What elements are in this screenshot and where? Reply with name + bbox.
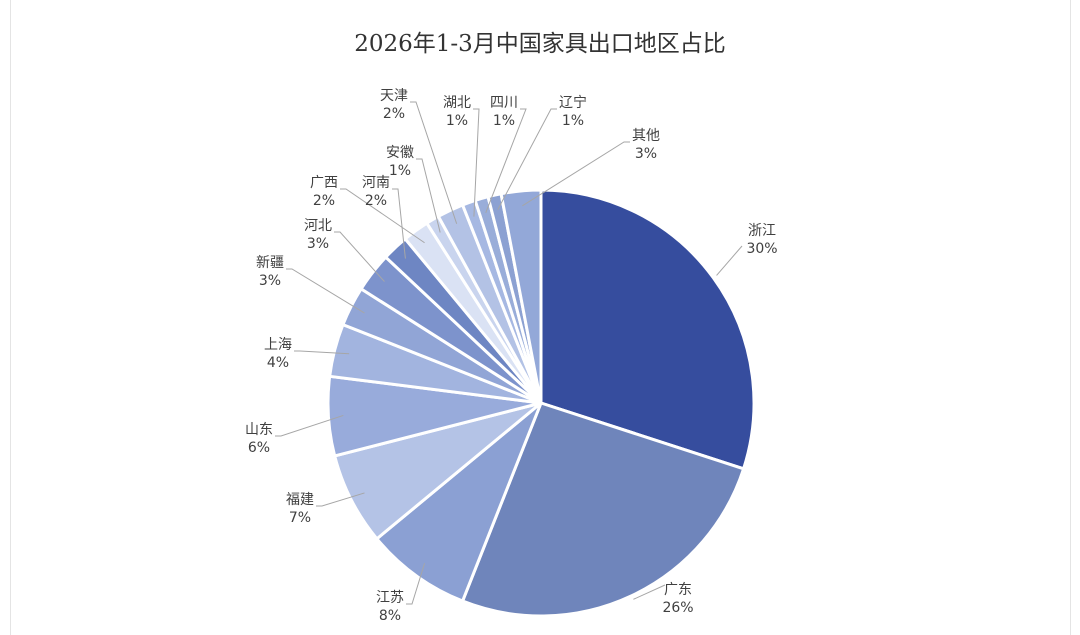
slice-label-name-15: 辽宁	[559, 94, 587, 111]
leader-line-4	[316, 492, 365, 507]
slice-label-name-2: 广东	[664, 582, 692, 598]
leader-line-7	[286, 268, 365, 314]
slice-label-percent-10: 2%	[313, 193, 335, 209]
slice-label-name-16: 其他	[632, 128, 660, 144]
leader-lines	[275, 101, 743, 605]
slice-label-percent-1: 30%	[746, 241, 777, 257]
slice-label-name-6: 上海	[264, 337, 292, 353]
slice-label-percent-13: 1%	[446, 113, 468, 129]
pie-slices	[326, 188, 756, 618]
slice-label-percent-5: 6%	[248, 440, 270, 456]
slice-label-name-7: 新疆	[256, 255, 284, 271]
leader-line-9	[392, 188, 406, 259]
slice-label-percent-6: 4%	[267, 355, 289, 371]
slice-label-percent-12: 2%	[383, 106, 405, 122]
slice-label-name-11: 安徽	[386, 145, 414, 161]
slice-label-percent-14: 1%	[493, 113, 515, 129]
leader-line-14	[485, 108, 527, 213]
leader-line-5	[275, 414, 344, 437]
slice-label-name-1: 浙江	[748, 223, 776, 239]
slice-label-percent-2: 26%	[662, 600, 693, 616]
slice-label-percent-7: 3%	[259, 273, 281, 289]
slice-label-percent-4: 7%	[289, 510, 311, 526]
pie-slice-3	[375, 401, 543, 603]
pie-slice-2	[461, 401, 746, 618]
slice-label-name-4: 福建	[286, 492, 314, 508]
leader-line-15	[497, 108, 557, 210]
leader-line-6	[294, 350, 350, 355]
data-labels: 浙江 30% 广东 26% 江苏 8% 福建 7% 山东 6% 上海 4% 新疆 3% 河北 3% 河南 2% 广西…	[245, 88, 778, 624]
leader-line-10	[340, 188, 425, 244]
slice-label-percent-11: 1%	[389, 163, 411, 179]
slice-label-percent-9: 2%	[365, 193, 387, 209]
slice-label-name-14: 四川	[490, 95, 518, 111]
slice-label-name-13: 湖北	[443, 95, 471, 111]
pie-slice-16	[499, 188, 543, 405]
slice-label-percent-15: 1%	[562, 113, 584, 129]
frame-border-right	[1070, 0, 1071, 635]
leader-line-3	[406, 563, 426, 605]
slice-label-name-9: 河南	[362, 175, 390, 191]
leader-line-8	[334, 231, 385, 282]
leader-line-12	[410, 101, 458, 224]
leader-line-11	[416, 158, 441, 233]
slice-label-percent-16: 3%	[635, 146, 657, 162]
slice-label-name-8: 河北	[304, 218, 332, 234]
slice-label-name-3: 江苏	[376, 590, 404, 606]
leader-line-13	[473, 108, 480, 217]
leader-line-16	[522, 141, 630, 207]
slice-label-percent-8: 3%	[307, 236, 329, 252]
leader-line-2	[633, 584, 666, 600]
leader-line-1	[716, 245, 743, 276]
slice-label-name-10: 广西	[310, 175, 338, 191]
slice-label-name-5: 山东	[245, 422, 273, 438]
slice-label-percent-3: 8%	[379, 608, 401, 624]
pie-slice-1	[539, 188, 756, 471]
chart-title: 2026年1-3月中国家具出口地区占比	[354, 31, 726, 57]
slice-label-name-12: 天津	[380, 88, 408, 104]
frame-border-left	[10, 0, 11, 635]
